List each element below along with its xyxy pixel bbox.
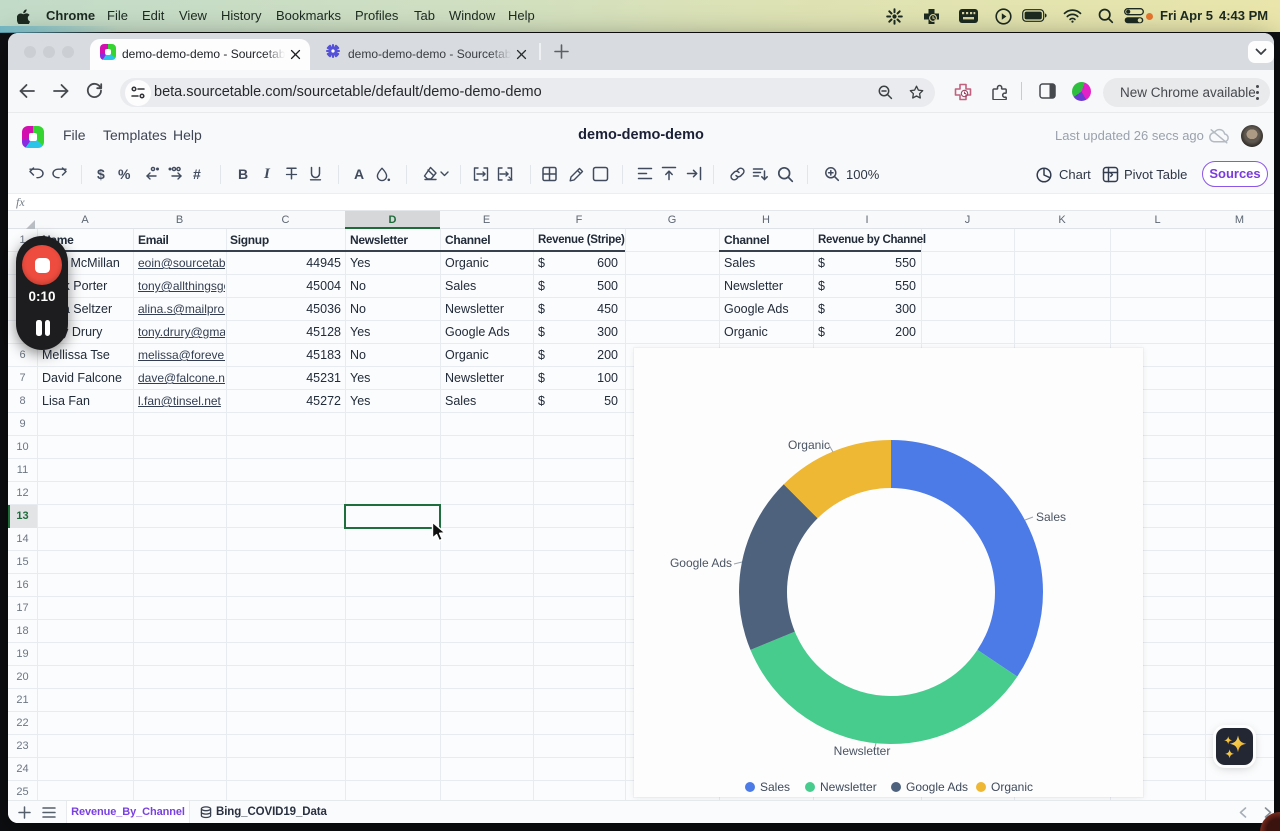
svg-text:Google Ads: Google Ads (906, 780, 968, 794)
svg-text:Sales: Sales (760, 780, 790, 794)
svg-text:Sales: Sales (1036, 510, 1066, 524)
svg-text:Organic: Organic (991, 780, 1033, 794)
svg-text:Google Ads: Google Ads (670, 556, 732, 570)
svg-text:Organic: Organic (788, 438, 830, 452)
svg-text:Newsletter: Newsletter (820, 780, 877, 794)
svg-text:Newsletter: Newsletter (834, 744, 891, 758)
